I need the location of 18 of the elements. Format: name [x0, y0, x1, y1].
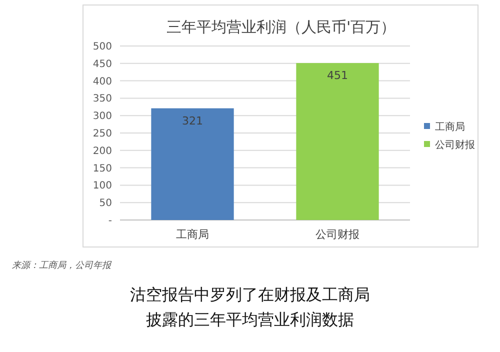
y-tick-label: 150: [92, 163, 112, 174]
legend-label: 工商局: [435, 121, 465, 133]
y-tick-label: 250: [92, 128, 112, 140]
data-label: 321: [182, 114, 203, 128]
y-tick-label: 100: [92, 180, 112, 192]
y-tick-label: 450: [92, 58, 112, 70]
y-tick-label: 200: [92, 146, 112, 157]
y-tick-label: 400: [92, 76, 112, 88]
y-tick-label: 500: [92, 42, 112, 52]
source-note: 来源：工商局，公司年报: [12, 260, 112, 271]
data-label: 451: [327, 69, 348, 82]
y-tick-label: 300: [92, 111, 112, 122]
legend-label: 公司财报: [435, 139, 475, 151]
y-tick-label: -: [108, 216, 112, 226]
y-tick-label: 350: [92, 94, 112, 105]
text: 沽空报告中罗列了在财报及工商局披露的三年平均营业利润数据: [130, 285, 370, 329]
chart-title: 三年平均营业利润（人民币'百万）: [166, 18, 396, 36]
y-tick-label: 50: [99, 198, 112, 210]
